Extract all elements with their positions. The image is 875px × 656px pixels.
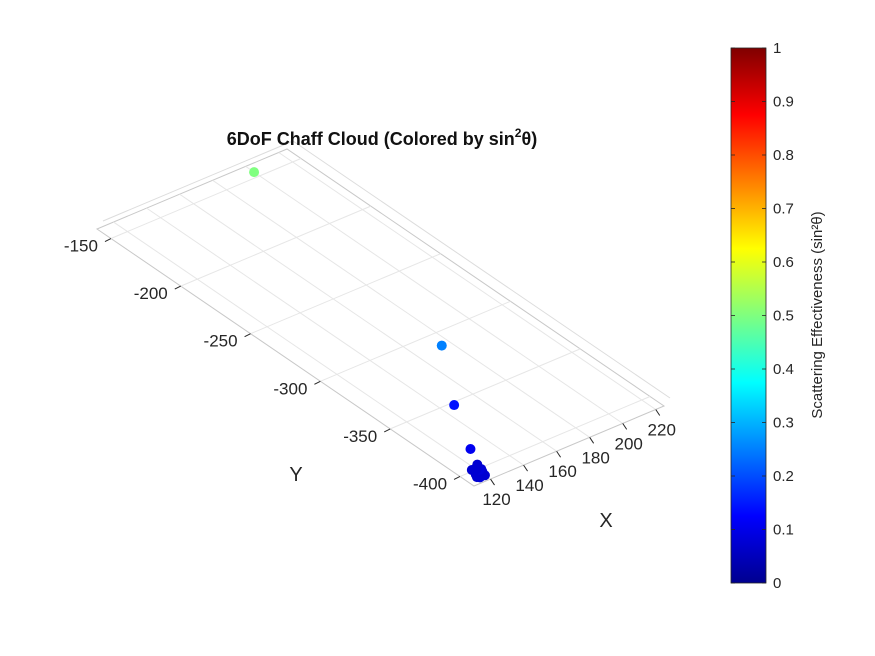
scatter-point: [249, 167, 260, 178]
x-tick-label: 120: [482, 490, 510, 509]
chart-title-end: θ): [521, 129, 537, 149]
colorbar-tick-label: 0.1: [773, 522, 794, 539]
colorbar-tick-label: 0.6: [773, 254, 794, 271]
grid-lines: [110, 152, 657, 480]
y-tick-label: -300: [273, 379, 307, 398]
grid-line-y: [390, 348, 581, 430]
colorbar-tick-label: 1: [773, 40, 781, 57]
grid-line-y: [459, 396, 651, 477]
colorbar-tick-label: 0.8: [773, 147, 794, 164]
y-tick-label: -150: [64, 237, 98, 256]
colorbar-tick-label: 0.4: [773, 361, 794, 378]
grid-line-x: [113, 221, 491, 480]
grid-line-x: [146, 207, 524, 466]
x-tick-label: 180: [581, 448, 609, 467]
x-tick-mark: [655, 409, 661, 416]
colorbar-ticks: 0 0.1 0.2 0.3 0.4 0.5 0.6 0.7 0.8 0.9 1: [731, 40, 794, 592]
axis-ticks: 120 140 160 180 200 220 -150 -200 -250 -300 -350 -4…: [64, 237, 676, 510]
colorbar: 0 0.1 0.2 0.3 0.4 0.5 0.6 0.7 0.8 0.9 1 Scattering…: [730, 40, 826, 592]
y-tick-mark: [453, 476, 461, 480]
colorbar-tick-label: 0.5: [773, 308, 794, 325]
chart-title-superscript: 2: [515, 126, 522, 140]
y-tick-mark: [314, 380, 321, 385]
y-axis-label: Y: [289, 464, 302, 486]
grid-line-y: [110, 158, 302, 239]
colorbar-tick-label: 0: [773, 575, 781, 592]
y-tick-label: -250: [204, 332, 238, 351]
colorbar-tick-label: 0.7: [773, 201, 794, 218]
scatter-points: [249, 167, 490, 483]
chart-title-main: 6DoF Chaff Cloud (Colored by sin: [227, 129, 515, 149]
colorbar-gradient: [730, 47, 767, 584]
axes-plane-outline: [95, 148, 666, 487]
x-tick-mark: [490, 478, 495, 486]
x-tick-label: 200: [615, 434, 643, 453]
y-tick-label: -350: [343, 427, 377, 446]
y-tick-mark: [244, 333, 251, 338]
colorbar-tick-label: 0.3: [773, 415, 794, 432]
grid-line-x: [212, 179, 590, 438]
x-tick-mark: [622, 423, 628, 430]
grid-line-x: [245, 165, 623, 424]
x-tick-label: 140: [515, 476, 543, 495]
x-tick-label: 160: [548, 462, 576, 481]
grid-line-y: [320, 300, 511, 382]
colorbar-tick-label: 0.9: [773, 94, 794, 111]
y-tick-label: -200: [134, 284, 168, 303]
colorbar-tick-label: 0.2: [773, 468, 794, 485]
grid-line-y: [250, 253, 441, 335]
axes-back-edge: [292, 140, 671, 399]
scatter-point: [449, 400, 460, 411]
x-tick-mark: [523, 464, 528, 472]
scatter-point: [465, 443, 476, 454]
x-tick-mark: [589, 437, 595, 444]
chart-title: 6DoF Chaff Cloud (Colored by sin2θ): [227, 126, 537, 149]
x-axis-label: X: [599, 510, 612, 532]
scatter-point: [471, 464, 482, 475]
x-tick-mark: [556, 450, 562, 458]
y-tick-mark: [174, 285, 182, 290]
x-tick-label: 220: [648, 420, 676, 439]
grid-line-x: [179, 193, 557, 452]
axes-back-edge: [102, 140, 294, 222]
colorbar-label: Scattering Effectiveness (sin²θ): [809, 211, 826, 418]
y-tick-label: -400: [413, 474, 447, 493]
y-tick-mark: [383, 428, 391, 433]
axes-box: [95, 140, 671, 487]
y-tick-mark: [104, 238, 112, 242]
grid-line-y: [180, 205, 371, 287]
grid-line-x: [278, 152, 657, 410]
scatter-point: [436, 340, 447, 351]
